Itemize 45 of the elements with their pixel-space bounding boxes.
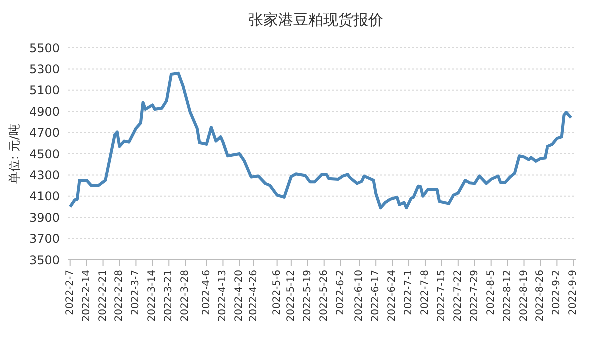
x-tick-label: 2022-7-8 [420,270,431,316]
x-tick-label: 2022-3-14 [147,270,158,322]
y-tick-label: 3900 [29,210,60,225]
x-tick-label: 2022-4-20 [234,270,246,322]
x-tick-label: 2022-5-6 [272,270,283,316]
x-tick-label: 2022-6-10 [354,270,366,322]
x-tick-label: 2022-3-7 [130,270,142,316]
x-tick-label: 2022-2-14 [81,270,92,322]
x-tick-label: 2022-7-15 [436,270,448,322]
x-tick-label: 2022-2-7 [64,270,76,316]
x-tick-label: 2022-8-5 [486,270,497,316]
x-tick-label: 2022-8-12 [502,270,514,322]
y-tick-label: 3700 [29,232,60,246]
y-tick-label: 5500 [29,41,60,56]
y-tick-label: 4100 [29,190,60,204]
x-tick-label: 2022-9-9 [568,270,580,316]
x-tick-label: 2022-7-1 [404,270,415,316]
y-tick-label: 5300 [29,62,60,76]
x-tick-label: 2022-2-28 [114,270,126,322]
x-tick-label: 2022-5-19 [302,270,314,322]
x-tick-label: 2022-6-17 [370,270,382,322]
line-series [68,72,573,210]
x-tick-label: 2022-5-12 [286,270,297,322]
y-tick-label: 4300 [29,168,60,182]
x-tick-label: 2022-6-2 [335,270,346,316]
chart-title: 张家港豆粕现货报价 [248,10,384,31]
x-tick-label: 2022-9-2 [552,270,563,316]
x-tick-label: 2022-2-21 [98,270,109,322]
y-tick-label: 4500 [29,147,60,162]
x-tick-label: 2022-4-6 [201,270,212,316]
x-tick-label: 2022-3-21 [164,270,175,322]
x-tick-label: 2022-4-26 [248,270,260,322]
x-tick-label: 2022-8-26 [535,270,546,322]
y-tick-label: 4700 [29,126,60,140]
x-tick-label: 2022-3-28 [180,270,192,322]
y-tick-label: 4900 [29,104,60,119]
x-tick-label: 2022-7-22 [452,270,464,322]
x-tick-label: 2022-5-26 [318,270,330,322]
y-axis-title: 单位: 元/吨 [7,124,22,184]
x-tick-label: 2022-4-13 [218,270,229,322]
x-tick-label: 2022-7-29 [469,270,480,322]
x-tick-label: 2022-6-24 [387,270,398,322]
y-tick-label: 3500 [29,253,60,268]
x-tick-label: 2022-8-19 [518,270,530,322]
y-tick-label: 5100 [29,84,60,98]
